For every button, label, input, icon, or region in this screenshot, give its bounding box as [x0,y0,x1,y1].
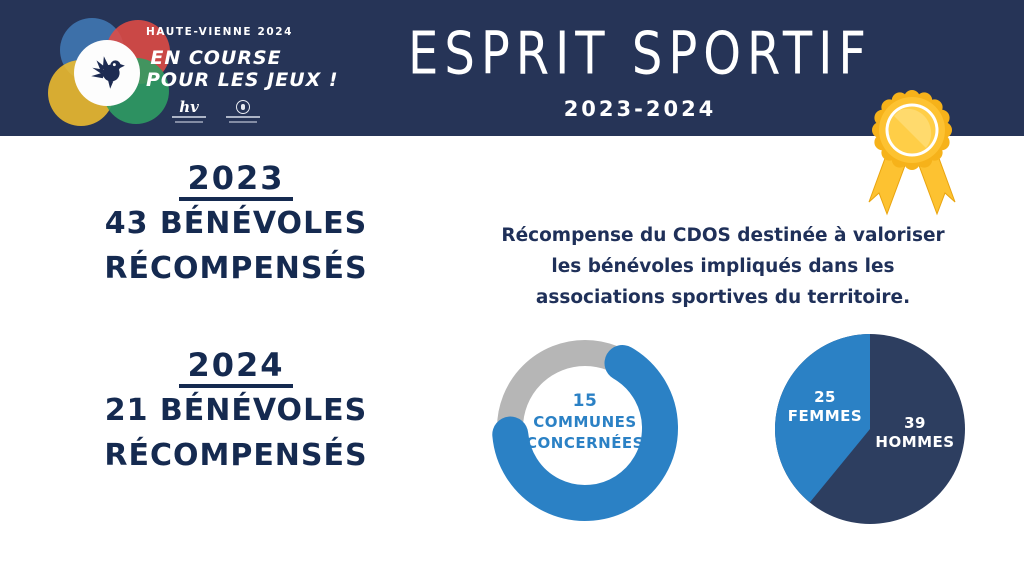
logo-caption-bar [229,121,257,123]
haute-vienne-2024-logo [48,18,170,130]
hommes-count: 39 [904,414,926,432]
donut-value-arc [492,345,678,521]
communes-word2: CONCERNÉES [526,434,644,452]
femmes-word: FEMMES [787,407,863,425]
logo-center-disc [74,40,140,106]
stat-2024: 2024 21 BÉNÉVOLES RÉCOMPENSÉS [60,347,412,478]
tagline-line1: EN COURSE [150,47,282,69]
communes-donut-chart [492,340,678,521]
page-title: ESPRIT SPORTIF [408,20,872,89]
communes-count: 15 [572,391,598,411]
year-2024-heading: 2024 [179,347,293,388]
stat-2023-label: RÉCOMPENSÉS [104,251,368,286]
club-name: HAUTE-VIENNE 2024 [146,26,294,38]
stat-2023: 2023 43 BÉNÉVOLES RÉCOMPENSÉS [60,160,412,291]
description-line1: Récompense du CDOS destinée à valoriser [501,225,945,246]
header-band: HAUTE-VIENNE 2024 EN COURSE POUR LES JEU… [0,0,1024,136]
hv-script-icon: hv [179,98,199,116]
hommes-word: HOMMES [875,433,955,451]
pie-slice-femmes [775,334,870,503]
logo-caption-bar [175,121,203,123]
cdos-olympic-logo [226,100,260,123]
hommes-label: 39 HOMMES [867,414,963,452]
bird-icon [91,56,125,89]
stat-2024-count: 21 BÉNÉVOLES [104,393,368,428]
stat-2024-label: RÉCOMPENSÉS [104,438,368,473]
donut-center-label: 15 COMMUNES CONCERNÉES [517,391,653,454]
description-line3: associations sportives du territoire. [535,287,911,308]
logo-caption-bar [172,116,206,118]
haute-vienne-department-logo: hv [172,100,206,123]
olympic-emblem-icon [236,100,250,114]
year-2023-heading: 2023 [179,160,293,201]
stat-2023-count: 43 BÉNÉVOLES [104,206,368,241]
partner-logos: hv [146,100,286,123]
femmes-label: 25 FEMMES [783,388,867,426]
gender-pie-chart [775,334,965,524]
page-subtitle: 2023-2024 [563,97,717,121]
award-ribbon-icon [868,90,956,216]
logo-caption-bar [226,116,260,118]
communes-word1: COMMUNES [533,413,637,431]
stats-column: 2023 43 BÉNÉVOLES RÉCOMPENSÉS 2024 21 BÉ… [60,160,412,478]
description-line2: les bénévoles impliqués dans les [551,256,895,277]
femmes-count: 25 [814,388,836,406]
award-description: Récompense du CDOS destinée à valoriser … [498,220,948,313]
